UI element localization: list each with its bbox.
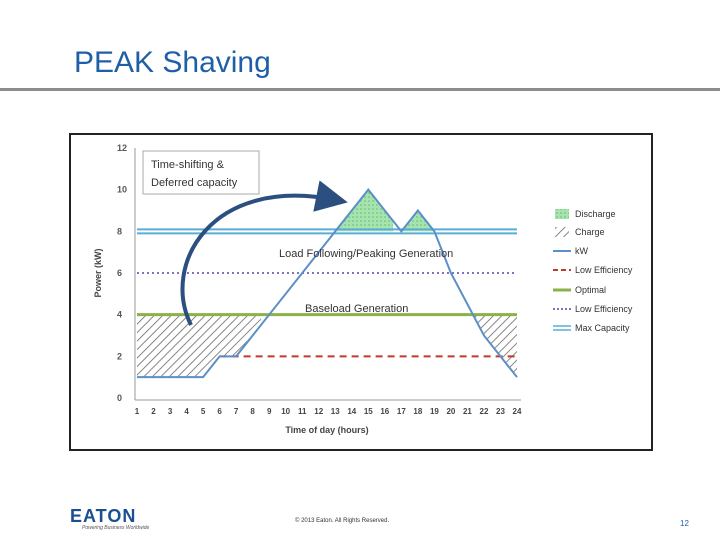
title-divider xyxy=(0,88,720,91)
annotation-box-line1: Time-shifting & xyxy=(151,159,225,171)
x-tick-label: 23 xyxy=(496,407,505,416)
x-tick-label: 19 xyxy=(430,407,439,416)
x-tick-label: 15 xyxy=(364,407,373,416)
charge-area-right xyxy=(472,314,517,378)
x-tick-label: 17 xyxy=(397,407,406,416)
annotation-box xyxy=(142,150,260,195)
x-tick-label: 4 xyxy=(184,407,189,416)
page-number: 12 xyxy=(680,519,689,528)
legend-swatch-discharge xyxy=(555,209,569,219)
y-tick-label: 10 xyxy=(117,185,127,195)
y-tick-label: 4 xyxy=(117,310,122,320)
x-tick-label: 14 xyxy=(347,407,356,416)
x-tick-label: 21 xyxy=(463,407,472,416)
annotation-box-line2: Deferred capacity xyxy=(151,177,238,189)
x-tick-label: 7 xyxy=(234,407,239,416)
legend-label: Charge xyxy=(575,227,605,237)
x-tick-label: 22 xyxy=(480,407,489,416)
copyright-text: © 2013 Eaton. All Rights Reserved. xyxy=(295,518,390,524)
legend-label: Discharge xyxy=(575,209,616,219)
x-tick-label: 10 xyxy=(281,407,290,416)
x-tick-label: 20 xyxy=(446,407,455,416)
x-tick-label: 24 xyxy=(513,407,522,416)
y-tick-label: 0 xyxy=(117,393,122,403)
x-tick-label: 18 xyxy=(413,407,422,416)
charge-area-left xyxy=(137,314,261,378)
x-tick-label: 9 xyxy=(267,407,272,416)
baseload-generation-label: Baseload Generation xyxy=(305,303,408,315)
x-tick-label: 3 xyxy=(168,407,173,416)
chart-frame: 0 2 4 6 8 10 12 1 2 3 4 5 6 7 8 9 10 11 12 13 14 15 16 17 18 19 20… xyxy=(69,133,653,451)
y-tick-label: 6 xyxy=(117,268,122,278)
x-tick-label: 1 xyxy=(135,407,140,416)
legend-label: Low Efficiency xyxy=(575,265,633,275)
kw-load-line xyxy=(137,188,518,379)
y-tick-label: 12 xyxy=(117,143,127,153)
peaking-generation-label: Load Following/Peaking Generation xyxy=(279,248,453,260)
legend-label: Low Efficiency xyxy=(575,304,633,314)
x-tick-label: 13 xyxy=(331,407,340,416)
x-axis-label: Time of day (hours) xyxy=(285,425,368,435)
discharge-area-peak xyxy=(335,189,394,232)
x-tick-label: 12 xyxy=(314,407,323,416)
y-tick-label: 8 xyxy=(117,226,122,236)
eaton-logo: EATON Powering Business Worldwide xyxy=(70,506,160,532)
x-tick-label: 5 xyxy=(201,407,206,416)
legend-label: Max Capacity xyxy=(575,323,630,333)
slide-title: PEAK Shaving xyxy=(74,46,271,79)
x-tick-label: 16 xyxy=(380,407,389,416)
x-tick-label: 2 xyxy=(151,407,156,416)
legend-label: kW xyxy=(575,246,589,256)
y-tick-label: 2 xyxy=(117,351,122,361)
logo-tagline: Powering Business Worldwide xyxy=(82,525,150,531)
x-tick-label: 6 xyxy=(217,407,222,416)
y-axis-label: Power (kW) xyxy=(93,248,103,297)
x-tick-label: 11 xyxy=(298,407,307,416)
time-shift-arrow xyxy=(180,180,348,326)
logo-wordmark: EATON xyxy=(70,506,137,526)
discharge-area-secondary xyxy=(401,210,435,232)
legend-label: Optimal xyxy=(575,285,606,295)
legend-swatch-charge xyxy=(555,227,569,237)
x-tick-label: 8 xyxy=(250,407,255,416)
